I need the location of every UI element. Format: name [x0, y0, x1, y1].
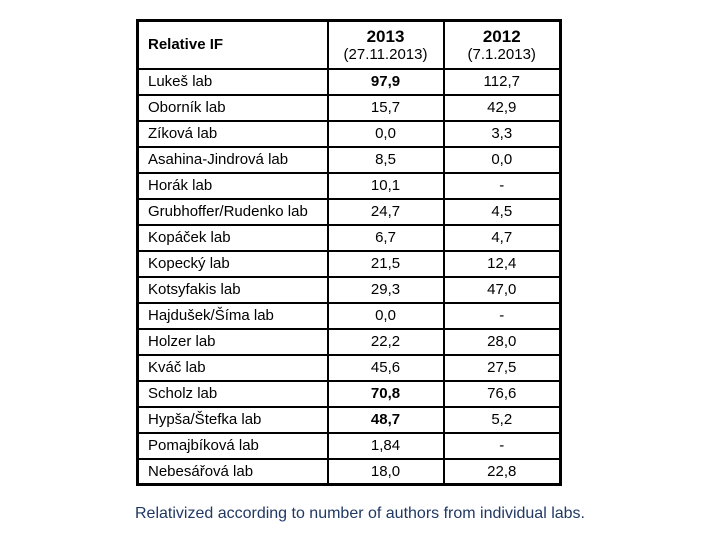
value-2013-cell: 6,7: [326, 223, 445, 252]
value-2012-cell: 3,3: [442, 119, 562, 148]
table-row: Holzer lab 22,2 28,0: [136, 327, 562, 356]
table-row: Kváč lab 45,6 27,5: [136, 353, 562, 382]
value-2013-cell: 18,0: [326, 457, 445, 486]
header-relative-if: Relative IF: [136, 19, 329, 70]
value-2012-cell: 28,0: [442, 327, 562, 356]
lab-name-cell: Oborník lab: [136, 93, 329, 122]
lab-name-cell: Kotsyfakis lab: [136, 275, 329, 304]
lab-name-cell: Lukeš lab: [136, 67, 329, 96]
value-2012-cell: 76,6: [442, 379, 562, 408]
value-2012-cell: 5,2: [442, 405, 562, 434]
table-body: Lukeš lab 97,9 112,7 Oborník lab 15,7 42…: [136, 67, 562, 486]
value-2012-cell: 22,8: [442, 457, 562, 486]
table-row: Kopáček lab 6,7 4,7: [136, 223, 562, 252]
table-row: Horák lab 10,1 -: [136, 171, 562, 200]
value-2012-cell: -: [442, 431, 562, 460]
header-2012-date: (7.1.2013): [467, 45, 536, 63]
table-row: Oborník lab 15,7 42,9: [136, 93, 562, 122]
header-2012: 2012 (7.1.2013): [442, 19, 562, 70]
lab-name-cell: Grubhoffer/Rudenko lab: [136, 197, 329, 226]
lab-name-cell: Nebesářová lab: [136, 457, 329, 486]
header-2013-year: 2013: [366, 26, 405, 46]
value-2013-cell: 48,7: [326, 405, 445, 434]
table-row: Hajdušek/Šíma lab 0,0 -: [136, 301, 562, 330]
value-2013-cell: 1,84: [326, 431, 445, 460]
value-2013-cell: 0,0: [326, 119, 445, 148]
table-row: Lukeš lab 97,9 112,7: [136, 67, 562, 96]
value-2013-cell: 21,5: [326, 249, 445, 278]
value-2012-cell: 4,7: [442, 223, 562, 252]
value-2012-cell: 12,4: [442, 249, 562, 278]
lab-name-cell: Kopecký lab: [136, 249, 329, 278]
header-2013: 2013 (27.11.2013): [326, 19, 445, 70]
value-2012-cell: 4,5: [442, 197, 562, 226]
slide-caption: Relativized according to number of autho…: [134, 505, 585, 522]
lab-name-cell: Holzer lab: [136, 327, 329, 356]
header-2012-year: 2012: [482, 26, 521, 46]
table-row: Hypša/Štefka lab 48,7 5,2: [136, 405, 562, 434]
value-2012-cell: 42,9: [442, 93, 562, 122]
table-row: Pomajbíková lab 1,84 -: [136, 431, 562, 460]
lab-name-cell: Scholz lab: [136, 379, 329, 408]
table-row: Scholz lab 70,8 76,6: [136, 379, 562, 408]
lab-name-cell: Hajdušek/Šíma lab: [136, 301, 329, 330]
lab-name-cell: Kváč lab: [136, 353, 329, 382]
lab-name-cell: Asahina-Jindrová lab: [136, 145, 329, 174]
lab-name-cell: Horák lab: [136, 171, 329, 200]
value-2013-cell: 8,5: [326, 145, 445, 174]
value-2012-cell: 47,0: [442, 275, 562, 304]
table-row: Asahina-Jindrová lab 8,5 0,0: [136, 145, 562, 174]
table-row: Kotsyfakis lab 29,3 47,0: [136, 275, 562, 304]
value-2012-cell: -: [442, 301, 562, 330]
table-header-row: Relative IF 2013 (27.11.2013) 2012 (7.1.…: [136, 19, 562, 70]
value-2012-cell: 112,7: [442, 67, 562, 96]
value-2013-cell: 70,8: [326, 379, 445, 408]
value-2013-cell: 15,7: [326, 93, 445, 122]
value-2013-cell: 97,9: [326, 67, 445, 96]
value-2013-cell: 0,0: [326, 301, 445, 330]
lab-name-cell: Hypša/Štefka lab: [136, 405, 329, 434]
value-2012-cell: -: [442, 171, 562, 200]
value-2013-cell: 10,1: [326, 171, 445, 200]
table-row: Kopecký lab 21,5 12,4: [136, 249, 562, 278]
table-row: Zíková lab 0,0 3,3: [136, 119, 562, 148]
table-row: Nebesářová lab 18,0 22,8: [136, 457, 562, 486]
value-2013-cell: 29,3: [326, 275, 445, 304]
value-2013-cell: 24,7: [326, 197, 445, 226]
lab-name-cell: Pomajbíková lab: [136, 431, 329, 460]
value-2013-cell: 22,2: [326, 327, 445, 356]
value-2012-cell: 0,0: [442, 145, 562, 174]
lab-name-cell: Zíková lab: [136, 119, 329, 148]
header-2013-date: (27.11.2013): [343, 45, 428, 63]
value-2013-cell: 45,6: [326, 353, 445, 382]
value-2012-cell: 27,5: [442, 353, 562, 382]
table-row: Grubhoffer/Rudenko lab 24,7 4,5: [136, 197, 562, 226]
relative-if-table-container: Relative IF 2013 (27.11.2013) 2012 (7.1.…: [136, 19, 562, 486]
relative-if-table: Relative IF 2013 (27.11.2013) 2012 (7.1.…: [136, 19, 562, 486]
lab-name-cell: Kopáček lab: [136, 223, 329, 252]
